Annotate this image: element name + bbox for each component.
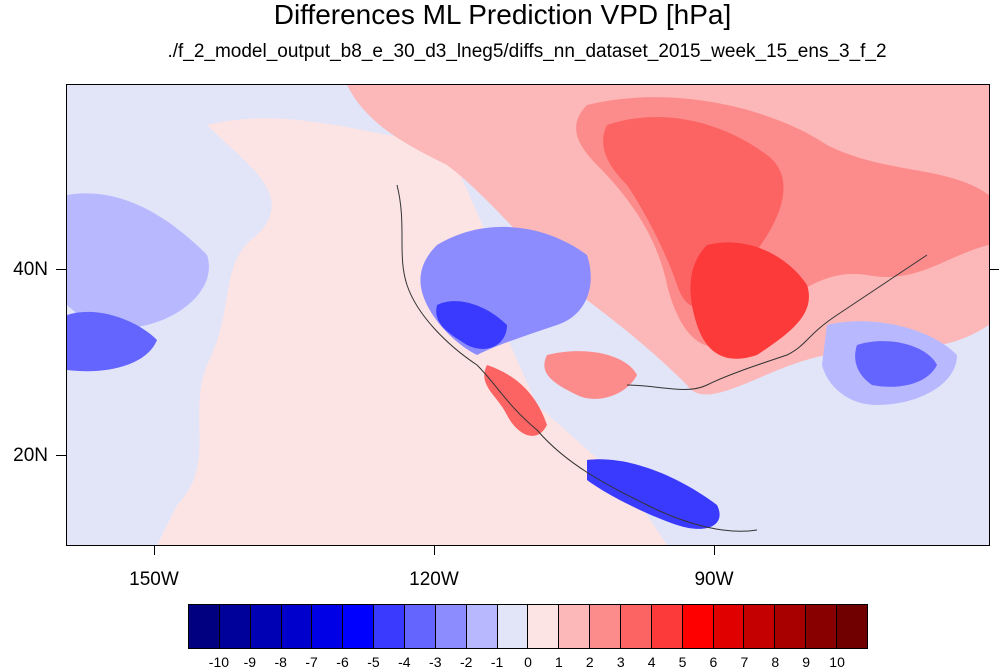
pink-band-pacific [157, 118, 667, 545]
colorbar-label: 0 [524, 654, 532, 670]
colorbar-label: 6 [709, 654, 718, 670]
colorbar-label: 7 [740, 654, 749, 670]
map-title: Differences ML Prediction VPD [hPa] [273, 0, 732, 30]
colorbar-cell [744, 605, 776, 648]
colorbar-label: 5 [678, 654, 687, 670]
tick-lon-150w [154, 545, 155, 555]
colorbar-cell [312, 605, 344, 648]
tick-lat-40n [56, 269, 66, 270]
colorbar-label: -7 [305, 654, 318, 670]
colorbar-cell [651, 605, 683, 648]
colorbar-cell [374, 605, 406, 648]
colorbar-cell [559, 605, 591, 648]
vpd-difference-map [66, 84, 990, 546]
red-core-midwest [690, 242, 809, 359]
blue-pacific-west [67, 193, 209, 328]
colorbar-cell [682, 605, 714, 648]
colorbar-label: -2 [459, 654, 473, 670]
colorbar-cell [466, 605, 498, 648]
colorbar-cell [219, 605, 251, 648]
colorbar-label: 2 [585, 654, 594, 670]
colorbar-label: 9 [802, 654, 811, 670]
colorbar-cell [435, 605, 467, 648]
blue-core-atlantic [855, 341, 937, 387]
colorbar-cell [528, 605, 560, 648]
colorbar-label: 8 [771, 654, 780, 670]
colorbar [188, 604, 868, 649]
lon-label-120w: 120W [409, 569, 459, 590]
blue-central-america [587, 459, 720, 529]
colorbar-label: 3 [616, 654, 625, 670]
lat-label-20n: 20N [13, 445, 48, 466]
lat-label-40n: 40N [13, 259, 48, 280]
tick-lon-120w [434, 545, 435, 555]
tick-lat-40n-right [989, 269, 999, 270]
colorbar-label: -8 [274, 654, 287, 670]
colorbar-label: -1 [490, 654, 504, 670]
colorbar-cell [189, 605, 220, 648]
red-mexico-east [544, 351, 637, 399]
lon-label-150w: 150W [129, 569, 179, 590]
colorbar-cell [837, 605, 867, 648]
blue-core-pacific [67, 311, 157, 372]
lon-label-90w: 90W [694, 569, 734, 590]
colorbar-cell [806, 605, 838, 648]
colorbar-cell [621, 605, 652, 648]
colorbar-label: 10 [829, 654, 845, 670]
colorbar-label: 4 [647, 654, 656, 670]
colorbar-cell [405, 605, 436, 648]
colorbar-cell [713, 605, 745, 648]
colorbar-label: -6 [336, 654, 349, 670]
blue-core-southwest [436, 301, 507, 349]
colorbar-label: 1 [555, 654, 563, 670]
colorbar-label: -5 [367, 654, 380, 670]
colorbar-cell [590, 605, 622, 648]
red-mexico-west [484, 365, 547, 436]
north-america-coastline [396, 184, 928, 532]
map-subtitle: ./f_2_model_output_b8_e_30_d3_lneg5/diff… [167, 41, 887, 62]
tick-lon-90w [714, 545, 715, 555]
map-canvas [67, 85, 989, 545]
colorbar-cell [343, 605, 375, 648]
colorbar-cell [281, 605, 313, 648]
colorbar-label: -9 [243, 654, 257, 670]
colorbar-label: -3 [429, 654, 442, 670]
colorbar-label: -4 [398, 654, 411, 670]
colorbar-label: -10 [208, 654, 230, 670]
colorbar-cell [775, 605, 807, 648]
colorbar-cell [497, 605, 529, 648]
colorbar-cell [250, 605, 282, 648]
tick-lat-20n [56, 455, 66, 456]
